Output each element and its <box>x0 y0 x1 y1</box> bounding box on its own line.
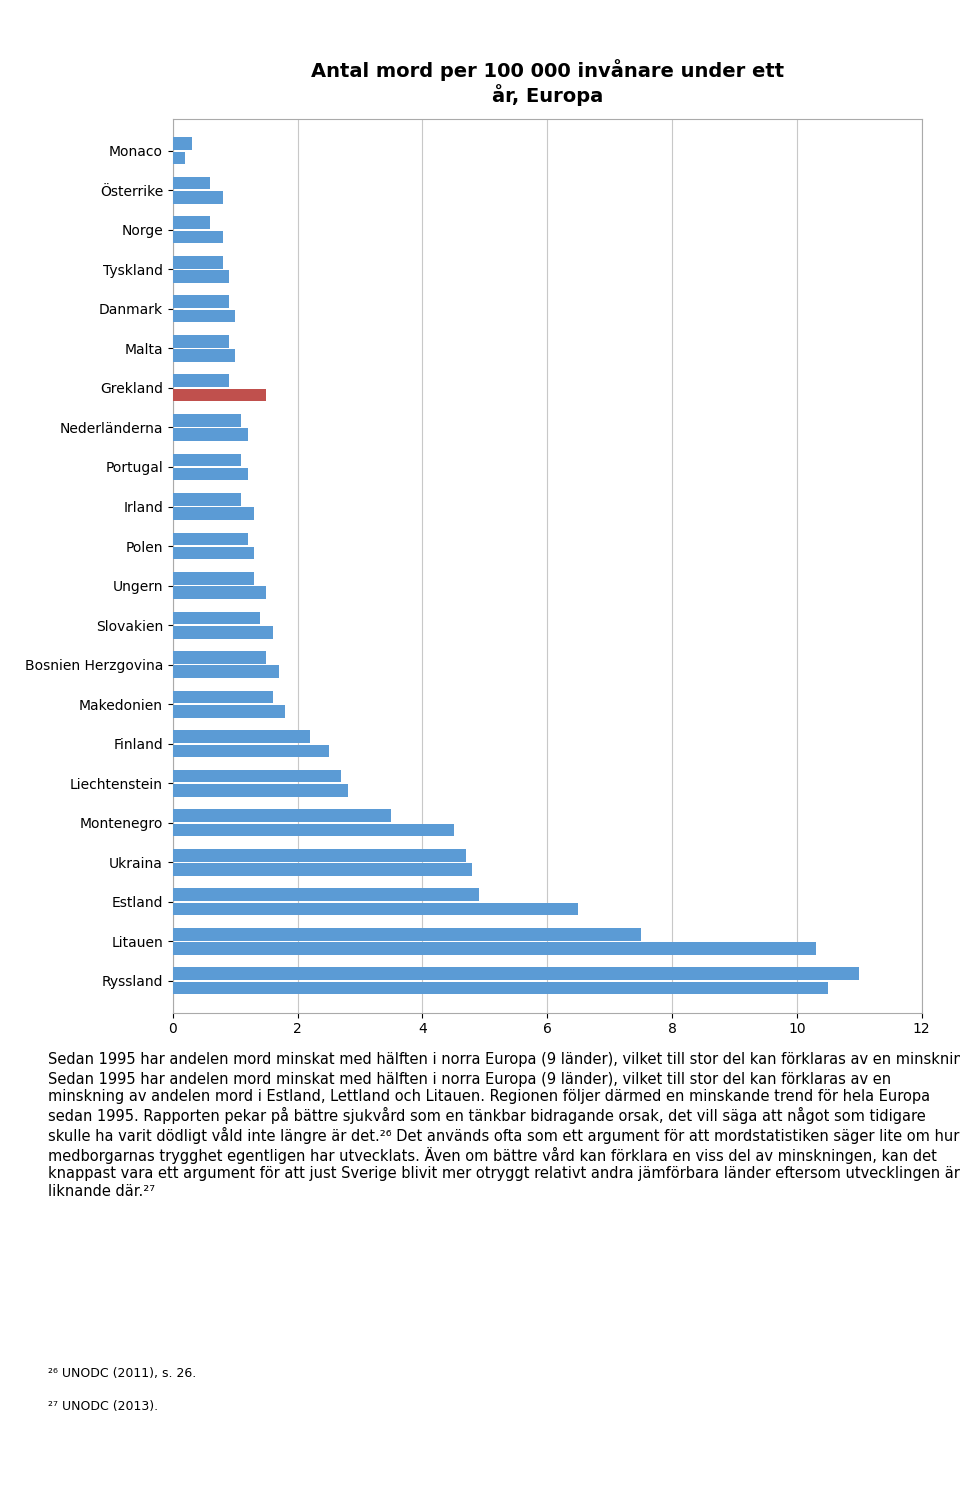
Bar <box>173 270 228 283</box>
Bar <box>173 981 828 995</box>
Bar <box>173 350 235 362</box>
Bar <box>173 572 253 585</box>
Bar <box>173 375 228 387</box>
Bar <box>173 546 253 560</box>
Bar <box>173 454 242 466</box>
Text: ²⁶ UNODC (2011), s. 26.: ²⁶ UNODC (2011), s. 26. <box>48 1367 196 1380</box>
Bar <box>173 533 248 545</box>
Bar <box>173 770 342 782</box>
Bar <box>173 902 578 916</box>
Bar <box>173 864 472 876</box>
Text: ²⁷ UNODC (2013).: ²⁷ UNODC (2013). <box>48 1400 158 1413</box>
Bar <box>173 177 210 189</box>
Bar <box>173 256 223 268</box>
Bar <box>173 468 248 481</box>
Bar <box>173 625 273 639</box>
Bar <box>173 587 266 599</box>
Text: Sedan 1995 har andelen mord minskat med hälften i norra Europa (9 länder), vilke: Sedan 1995 har andelen mord minskat med … <box>48 1072 960 1199</box>
Title: Antal mord per 100 000 invånare under ett
år, Europa: Antal mord per 100 000 invånare under et… <box>311 60 783 106</box>
Bar <box>173 231 223 243</box>
Bar <box>173 389 266 402</box>
Bar <box>173 508 253 520</box>
Bar <box>173 889 478 901</box>
Text: Sedan 1995 har andelen mord minskat med hälften i norra Europa (9 länder), vilke: Sedan 1995 har andelen mord minskat med … <box>48 1050 960 1066</box>
Bar <box>173 823 453 837</box>
Bar <box>173 335 228 347</box>
Bar <box>173 414 242 427</box>
Bar <box>173 691 273 703</box>
Bar <box>173 152 185 164</box>
Bar <box>173 704 285 718</box>
Bar <box>173 849 466 862</box>
Bar <box>173 651 266 664</box>
Bar <box>173 191 223 204</box>
Bar <box>173 730 310 743</box>
Bar <box>173 310 235 322</box>
Bar <box>173 928 641 941</box>
Bar <box>173 493 242 506</box>
Bar <box>173 137 191 150</box>
Bar <box>173 744 328 756</box>
Bar <box>173 785 348 797</box>
Bar <box>173 216 210 229</box>
Bar <box>173 429 248 441</box>
Bar <box>173 612 260 624</box>
Bar <box>173 295 228 308</box>
Bar <box>173 968 859 980</box>
Bar <box>173 810 391 822</box>
Bar <box>173 943 815 954</box>
Bar <box>173 666 278 677</box>
